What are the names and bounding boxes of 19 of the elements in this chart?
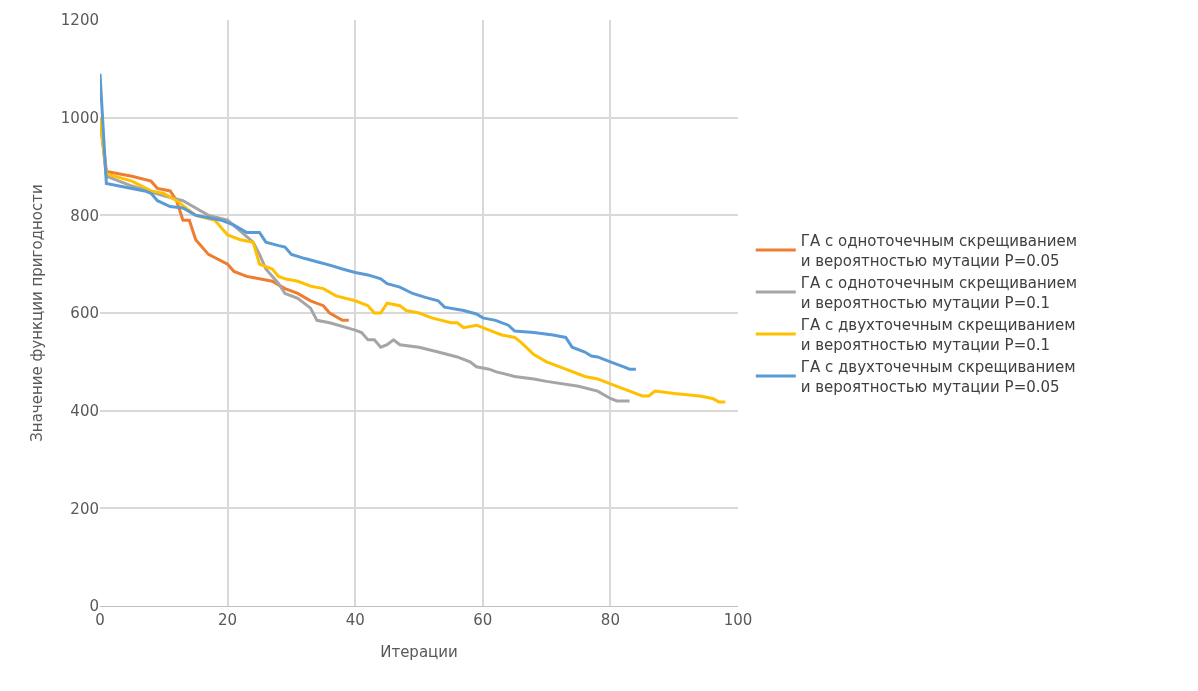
x-tick-label: 80 (600, 611, 620, 629)
y-tick-label: 800 (70, 206, 99, 225)
line-series (100, 116, 727, 404)
line-series (100, 72, 638, 371)
x-axis-title: Итерации (380, 643, 458, 661)
y-tick-label: 1000 (60, 108, 99, 127)
legend-label: ГА с одноточечным скрещиванием и вероятностью мутации P=0.1 (800, 274, 1078, 312)
x-tick-label: 100 (723, 611, 753, 629)
y-tick-label: 600 (70, 304, 99, 323)
x-tick-label: 20 (218, 611, 238, 629)
legend-label: ГА с одноточечным скрещиванием и вероятностью мутации P=0.05 (800, 232, 1078, 270)
legend-label: ГА с двухточечным скрещиванием и вероятностью мутации P=0.1 (800, 316, 1076, 354)
y-tick-label: 200 (70, 499, 99, 518)
x-tick-label: 60 (473, 611, 493, 629)
legend-label: ГА с двухточечным скрещиванием и вероятностью мутации P=0.05 (800, 358, 1076, 396)
y-axis-title: Значение функции пригодности (28, 184, 47, 442)
x-tick-label: 40 (345, 611, 365, 629)
y-tick-label: 400 (70, 401, 99, 420)
y-tick-label: 1200 (60, 11, 99, 30)
